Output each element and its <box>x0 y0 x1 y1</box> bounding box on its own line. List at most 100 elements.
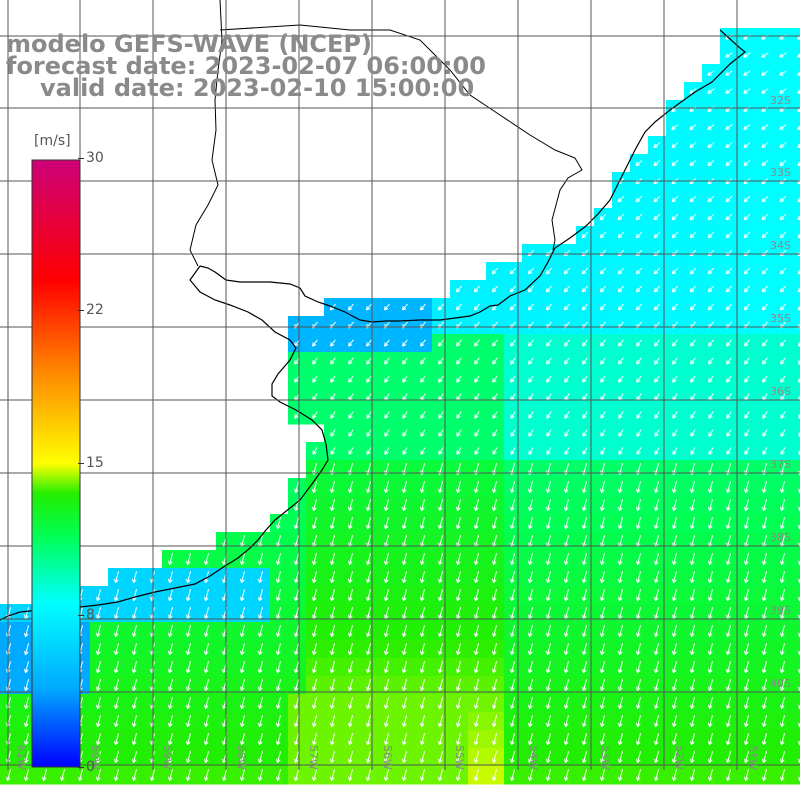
wind-arrow <box>708 661 714 674</box>
wind-arrow <box>690 339 696 347</box>
wind-arrow <box>671 267 679 275</box>
wind-arrow <box>384 481 390 494</box>
wind-arrow <box>546 357 552 365</box>
wind-arrow <box>294 625 300 638</box>
wind-arrow <box>672 447 678 455</box>
wind-arrow <box>528 375 534 383</box>
wind-arrow <box>654 447 660 455</box>
wind-arrow <box>456 661 462 674</box>
wind-arrow <box>744 447 750 455</box>
wind-arrow <box>654 661 660 674</box>
wind-arrow <box>438 733 444 746</box>
wind-arrow <box>510 589 516 602</box>
wind-arrow <box>294 517 300 530</box>
wind-arrow <box>474 447 480 455</box>
wind-arrow <box>240 571 246 584</box>
wind-arrow <box>258 553 264 566</box>
wind-arrow <box>725 267 733 275</box>
wind-arrow <box>798 378 800 383</box>
wind-arrow <box>420 715 426 728</box>
wind-arrow <box>24 751 30 764</box>
wind-arrow <box>330 607 336 620</box>
wind-arrow <box>636 481 642 494</box>
wind-arrow <box>761 52 769 58</box>
wind-arrow <box>330 375 336 383</box>
wind-arrow <box>708 643 714 656</box>
wind-arrow <box>168 625 174 638</box>
wind-arrow <box>617 303 624 311</box>
wind-arrow <box>240 661 246 674</box>
wind-arrow <box>725 142 733 149</box>
wind-arrow <box>690 447 696 455</box>
wind-arrow <box>708 589 714 602</box>
wind-arrow <box>294 661 300 674</box>
wind-arrow <box>582 679 588 692</box>
wind-arrow <box>618 517 624 530</box>
wind-arrow <box>438 715 444 728</box>
wind-arrow <box>402 517 408 530</box>
wind-arrow <box>546 481 552 494</box>
wind-arrow <box>779 160 787 167</box>
coastline <box>199 29 746 323</box>
wind-cell <box>792 316 800 335</box>
wind-arrow <box>492 715 498 728</box>
wind-arrow <box>312 697 318 710</box>
wind-arrow <box>653 213 661 221</box>
wind-arrow <box>420 643 426 656</box>
wind-arrow <box>474 375 480 383</box>
wind-arrow <box>366 625 372 638</box>
wind-cell <box>792 190 800 209</box>
wind-arrow <box>420 589 426 602</box>
wind-arrow <box>420 339 426 347</box>
wind-arrow <box>474 571 480 584</box>
wind-arrow <box>744 339 750 347</box>
wind-arrow <box>456 447 462 455</box>
wind-arrow <box>653 195 661 203</box>
wind-arrow <box>618 679 624 692</box>
wind-arrow <box>420 429 426 437</box>
wind-arrow <box>402 661 408 674</box>
wind-arrow <box>672 357 678 365</box>
wind-arrow <box>618 607 624 620</box>
wind-speed-field <box>0 28 800 785</box>
wind-arrow <box>420 769 426 782</box>
wind-arrow <box>546 589 552 602</box>
wind-arrow <box>204 643 210 656</box>
wind-arrow <box>276 625 282 638</box>
wind-arrow <box>438 571 444 584</box>
wind-arrow <box>744 607 750 620</box>
wind-arrow <box>708 679 714 692</box>
wind-arrow <box>762 625 768 638</box>
wind-arrow <box>348 339 354 347</box>
wind-arrow <box>761 142 769 149</box>
wind-arrow <box>779 303 786 311</box>
wind-arrow <box>564 447 570 455</box>
wind-arrow <box>708 769 714 782</box>
wind-arrow <box>564 357 570 365</box>
latitude-label: 35S <box>770 312 791 325</box>
wind-arrow <box>618 571 624 584</box>
wind-arrow <box>456 679 462 692</box>
wind-arrow <box>186 751 192 764</box>
wind-arrow <box>762 553 768 566</box>
wind-arrow <box>330 429 336 437</box>
wind-arrow <box>366 589 372 602</box>
wind-arrow <box>744 679 750 692</box>
wind-arrow <box>797 269 800 275</box>
wind-arrow <box>636 751 642 764</box>
wind-arrow <box>528 499 534 512</box>
wind-arrow <box>780 697 786 710</box>
wind-arrow <box>330 517 336 530</box>
wind-arrow <box>690 715 696 728</box>
wind-arrow <box>726 553 732 566</box>
wind-arrow <box>689 142 697 149</box>
grid-labels: 61W 60W 59W 58W 57W 56W 55W 54W 53W 52W 51W 32S 33S 3… <box>15 94 791 770</box>
wind-arrow <box>689 231 697 239</box>
wind-arrow <box>671 160 679 167</box>
wind-arrow <box>330 357 336 365</box>
wind-arrow <box>204 625 210 638</box>
wind-arrow <box>510 517 516 530</box>
wind-arrow <box>564 697 570 710</box>
wind-arrow <box>366 751 372 764</box>
wind-arrow <box>708 339 714 347</box>
